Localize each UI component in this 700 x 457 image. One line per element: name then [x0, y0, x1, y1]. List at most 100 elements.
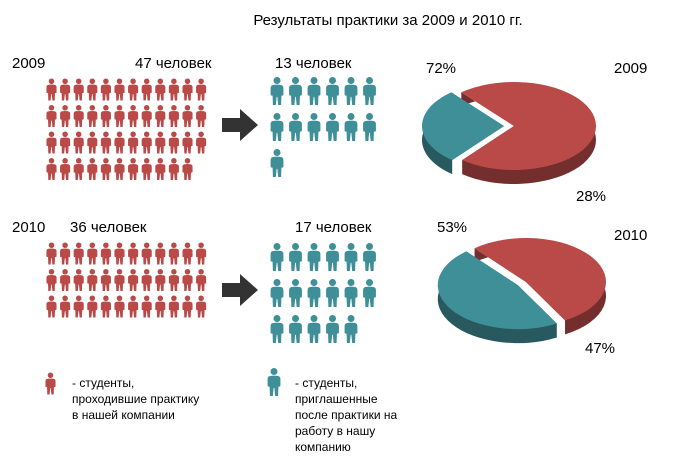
hired-person-icon [326, 315, 339, 343]
year-label-2010: 2010 [12, 219, 46, 236]
intern-person-icon [73, 158, 84, 180]
pie-2010-year-label: 2010 [614, 227, 648, 244]
pie-2010-slice-label-hired: 47% [585, 340, 616, 357]
intern-person-icon [182, 242, 193, 265]
hired-person-icon [326, 243, 339, 271]
intern-person-icon [100, 295, 111, 318]
intern-person-icon [196, 242, 207, 265]
intern-person-icon [60, 105, 71, 127]
pie-2009-slice-1 [422, 92, 505, 161]
intern-person-icon [73, 242, 84, 265]
intern-person-icon [128, 242, 139, 265]
intern-person-icon [73, 78, 84, 101]
intern-person-icon [100, 78, 111, 101]
hired-person-icon [289, 243, 302, 271]
hired-person-icon [270, 243, 284, 271]
intern-person-icon [60, 158, 71, 180]
intern-person-icon [141, 295, 152, 318]
intern-person-icon [168, 158, 179, 180]
intern-person-icon [128, 269, 139, 291]
intern-person-icon [73, 105, 84, 127]
intern-person-icon [87, 78, 98, 101]
intern-person-icon [46, 105, 57, 127]
legend-interns-text: - студенты, проходившие практику в нашей… [72, 376, 200, 422]
intern-person-icon [155, 295, 166, 318]
intern-person-icon [46, 131, 57, 154]
hired-person-icon [326, 113, 339, 141]
intern-person-icon [128, 131, 139, 154]
intern-person-icon [46, 242, 57, 265]
hired-person-icon [307, 243, 321, 271]
intern-person-icon [168, 78, 179, 101]
hired-person-icon [289, 77, 302, 105]
hired-count-label-2010: 17 человек [295, 219, 372, 236]
intern-person-icon [87, 158, 98, 180]
hired-person-icon [307, 77, 321, 105]
hired-person-icon [326, 77, 339, 105]
intern-person-icon [100, 242, 111, 265]
intern-person-icon [73, 269, 84, 291]
intern-person-icon [60, 295, 71, 318]
hired-person-icon [344, 77, 358, 105]
legend-intern-person-icon [45, 372, 56, 395]
year-label-2009: 2009 [12, 55, 46, 72]
intern-person-icon [141, 105, 152, 127]
pie-2010-slice-0 [474, 237, 607, 321]
intern-person-icon [128, 105, 139, 127]
intern-person-icon [46, 269, 57, 291]
intern-person-icon [60, 131, 71, 154]
pie-2009-slice-0 [461, 82, 596, 171]
intern-person-icon [46, 158, 57, 180]
intern-person-icon [196, 131, 207, 154]
intern-person-icon [128, 78, 139, 101]
intern-person-icon [196, 269, 207, 291]
intern-person-icon [168, 242, 179, 265]
intern-person-icon [141, 131, 152, 154]
intern-person-icon [73, 295, 84, 318]
intern-person-icon [87, 269, 98, 291]
intern-person-icon [182, 78, 193, 101]
hired-person-icon [270, 113, 284, 141]
hired-person-icon [270, 149, 284, 177]
arrow-right-icon [222, 274, 258, 306]
intern-person-icon [100, 269, 111, 291]
intern-person-icon [196, 295, 207, 318]
interns-count-label-2010: 36 человек [70, 219, 147, 236]
arrow-right-icon [222, 109, 258, 141]
intern-person-icon [196, 78, 207, 101]
intern-person-icon [196, 105, 207, 127]
intern-person-icon [46, 78, 57, 101]
hired-person-icon [344, 279, 358, 307]
interns-count-label-2009: 47 человек [135, 55, 212, 72]
intern-person-icon [155, 105, 166, 127]
intern-person-icon [114, 242, 125, 265]
hired-person-icon [326, 279, 339, 307]
intern-person-icon [60, 242, 71, 265]
hired-person-icon [344, 113, 358, 141]
intern-person-icon [128, 158, 139, 180]
intern-person-icon [100, 105, 111, 127]
pie-2009-year-label: 2009 [614, 60, 648, 77]
hired-person-icon [344, 315, 358, 343]
hired-person-icon [270, 279, 284, 307]
intern-person-icon [182, 105, 193, 127]
hired-person-icon [363, 243, 376, 271]
hired-person-icon [289, 279, 302, 307]
hired-person-icon [270, 315, 284, 343]
intern-person-icon [100, 131, 111, 154]
pie-2010-slice-1 [437, 251, 557, 330]
hired-person-icon [363, 279, 376, 307]
intern-person-icon [182, 131, 193, 154]
intern-person-icon [141, 242, 152, 265]
intern-person-icon [114, 105, 125, 127]
hired-person-icon [270, 77, 284, 105]
intern-person-icon [114, 158, 125, 180]
hired-person-icon [289, 315, 302, 343]
intern-person-icon [155, 158, 166, 180]
hired-person-icon [363, 77, 376, 105]
hired-person-icon [289, 113, 302, 141]
intern-person-icon [155, 131, 166, 154]
intern-person-icon [168, 295, 179, 318]
hired-person-icon [307, 279, 321, 307]
